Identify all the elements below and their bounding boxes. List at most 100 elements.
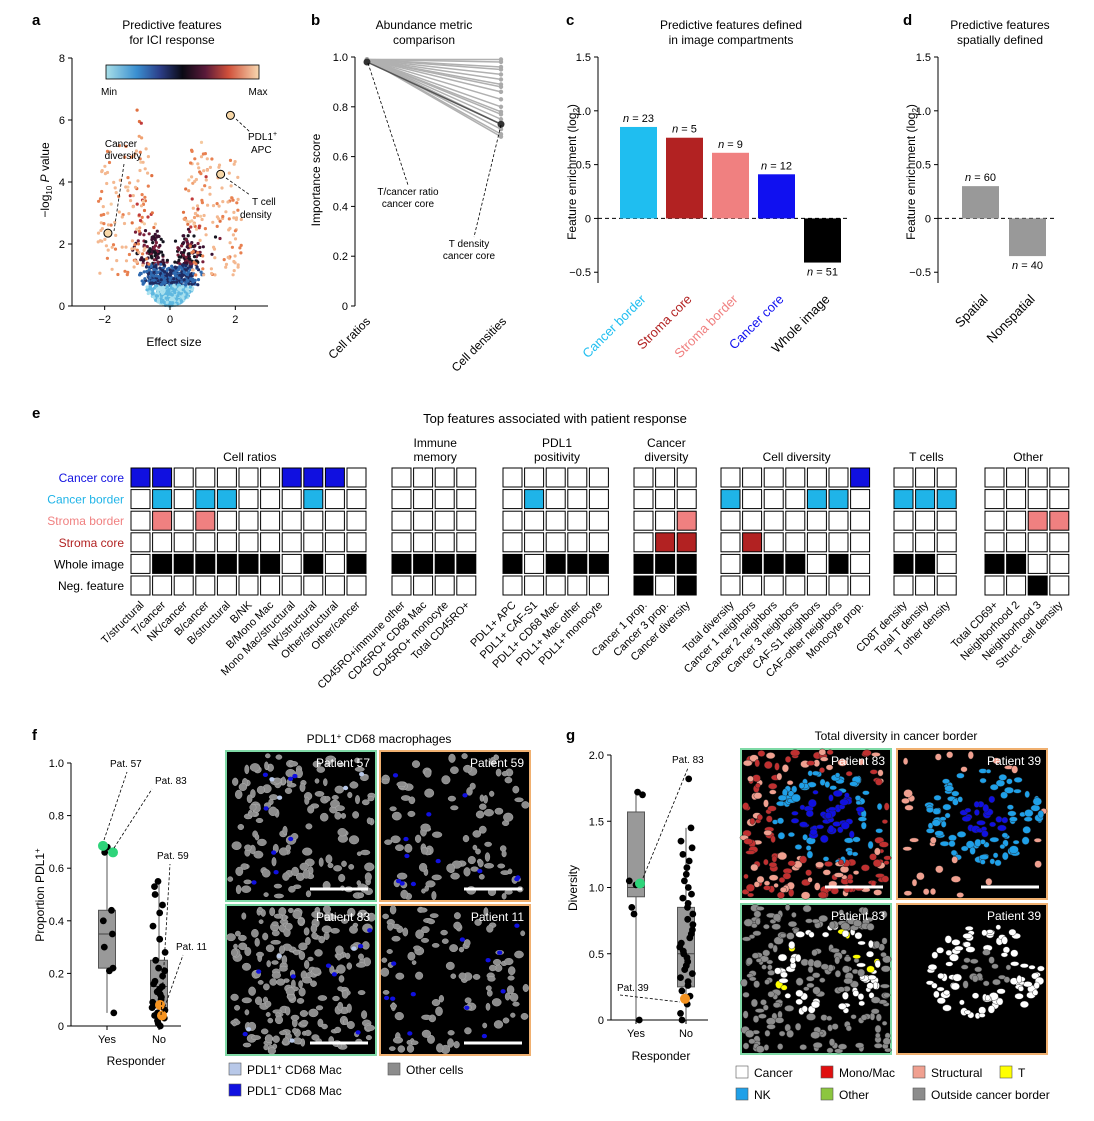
cell-shape	[866, 950, 875, 958]
cell-shape	[745, 850, 756, 855]
group-title: Immune	[414, 436, 458, 450]
volcano-point	[158, 288, 162, 292]
macrophage-cell	[292, 773, 298, 779]
sample-point	[161, 967, 169, 975]
cell-shape	[431, 943, 440, 948]
cell-shape	[1034, 860, 1042, 869]
cell-shape	[275, 1015, 284, 1025]
feature-cell	[828, 489, 849, 510]
volcano-point	[232, 269, 236, 273]
cell-shape	[338, 874, 346, 883]
cell-shape	[750, 863, 759, 872]
bar-count-value: = 60	[971, 172, 996, 184]
cell-shape	[794, 1022, 802, 1031]
cell-shape	[857, 968, 865, 977]
cell-shape	[355, 795, 360, 805]
annotation-pdl1-apc-2: APC	[251, 145, 272, 156]
volcano-point	[196, 251, 200, 255]
cell-shape	[273, 883, 283, 889]
importance-point	[498, 77, 504, 82]
cell-shape	[343, 1018, 349, 1026]
cell-shape	[936, 986, 945, 992]
cell-shape	[507, 975, 515, 981]
colorbar-min: Min	[101, 87, 117, 98]
feature-cell	[524, 575, 545, 596]
volcano-point	[180, 267, 184, 271]
cell-shape	[317, 995, 328, 1001]
volcano-point	[98, 197, 103, 201]
volcano-point	[175, 297, 179, 301]
cell-shape	[482, 1022, 488, 1029]
y-tick-label: 2	[59, 239, 65, 251]
volcano-point	[171, 297, 175, 301]
volcano-point	[184, 238, 188, 242]
cell-shape	[306, 972, 313, 978]
volcano-point	[110, 267, 114, 271]
feature-cell	[633, 467, 654, 488]
cell-shape	[361, 1010, 368, 1020]
volcano-point	[210, 271, 214, 276]
cell-shape	[872, 859, 882, 868]
cell-shape	[354, 757, 360, 764]
cell-shape	[819, 778, 826, 786]
cell-shape	[271, 921, 279, 926]
panel-b-letter: b	[311, 12, 320, 29]
bar-count-label: n = 51	[807, 267, 838, 279]
cell-shape	[243, 879, 252, 885]
cell-shape	[858, 758, 864, 766]
volcano-point	[190, 278, 194, 282]
volcano-point	[139, 258, 143, 262]
cell-shape	[1000, 952, 1009, 958]
cell-shape	[413, 945, 422, 951]
cell-shape	[801, 1005, 808, 1013]
cell-shape	[336, 964, 346, 974]
cell-shape	[944, 812, 951, 819]
macrophage-cell	[485, 958, 491, 963]
cell-shape	[875, 1013, 882, 1022]
volcano-point	[206, 203, 210, 207]
feature-cell	[676, 553, 697, 574]
volcano-point	[103, 237, 107, 241]
volcano-point	[147, 272, 151, 276]
feature-cell	[720, 575, 741, 596]
volcano-point	[153, 222, 157, 226]
volcano-point	[192, 260, 196, 264]
cell-shape	[989, 858, 995, 865]
volcano-point	[232, 216, 236, 220]
cell-shape	[247, 811, 258, 817]
volcano-point	[178, 273, 182, 278]
cell-shape	[771, 923, 781, 930]
volcano-point	[187, 178, 191, 182]
volcano-point	[192, 234, 196, 238]
cell-shape	[234, 930, 241, 937]
cell-shape	[382, 990, 390, 995]
legend-text: CD68 Mac	[282, 1084, 342, 1098]
tile-patient-label: Patient 83	[831, 909, 885, 923]
panel-e-title: Top features associated with patient res…	[423, 411, 687, 426]
volcano-point	[104, 244, 108, 248]
feature-cell	[567, 532, 588, 553]
feature-cell	[545, 467, 566, 488]
feature-cell	[434, 532, 455, 553]
feature-cell	[324, 467, 345, 488]
cell-shape	[998, 774, 1007, 781]
importance-point	[498, 117, 504, 122]
feature-cell	[260, 553, 281, 574]
panel-c-y-label: Feature enrichment (log2)	[565, 104, 581, 240]
volcano-point	[133, 247, 137, 251]
cell-shape	[800, 891, 811, 900]
feature-cell	[1006, 553, 1027, 574]
importance-pair-line	[366, 58, 502, 108]
volcano-point	[145, 285, 149, 289]
cell-shape	[755, 1045, 765, 1053]
volcano-point	[173, 265, 177, 269]
sample-point	[681, 966, 689, 973]
enrichment-bar	[1009, 218, 1046, 257]
patient-leader	[642, 767, 689, 879]
feature-cell	[413, 553, 434, 574]
volcano-point	[200, 188, 204, 192]
volcano-point	[133, 185, 138, 189]
cell-shape	[1037, 965, 1045, 972]
cell-shape	[318, 857, 324, 867]
